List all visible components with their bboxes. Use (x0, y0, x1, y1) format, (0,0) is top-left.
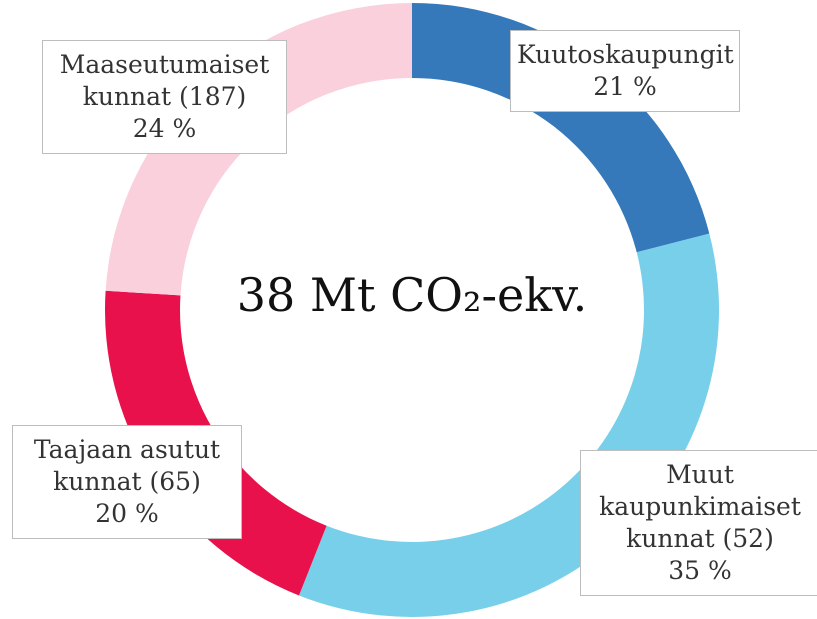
slice-label: Maaseutumaiset kunnat (187) 24 % (42, 40, 287, 154)
value-label: 35 % (668, 556, 732, 585)
center-label: 38 Mt CO₂-ekv. (236, 268, 588, 322)
donut-slice (412, 3, 710, 253)
slice-label: Kuutoskaupungit 21 % (510, 30, 740, 112)
category-name: Kuutoskaupungit (517, 40, 734, 69)
category-name: Muut kaupunkimaiset kunnat (52) (599, 460, 801, 553)
slice-label: Muut kaupunkimaiset kunnat (52) 35 % (580, 450, 817, 596)
value-label: 21 % (593, 72, 657, 101)
category-name: Maaseutumaiset kunnat (187) (59, 50, 270, 111)
value-label: 24 % (132, 114, 197, 143)
slice-label: Taajaan asutut kunnat (65) 20 % (12, 425, 242, 539)
category-name: Taajaan asutut kunnat (65) (33, 435, 221, 496)
donut-slice (105, 3, 412, 296)
value-label: 20 % (95, 499, 159, 528)
